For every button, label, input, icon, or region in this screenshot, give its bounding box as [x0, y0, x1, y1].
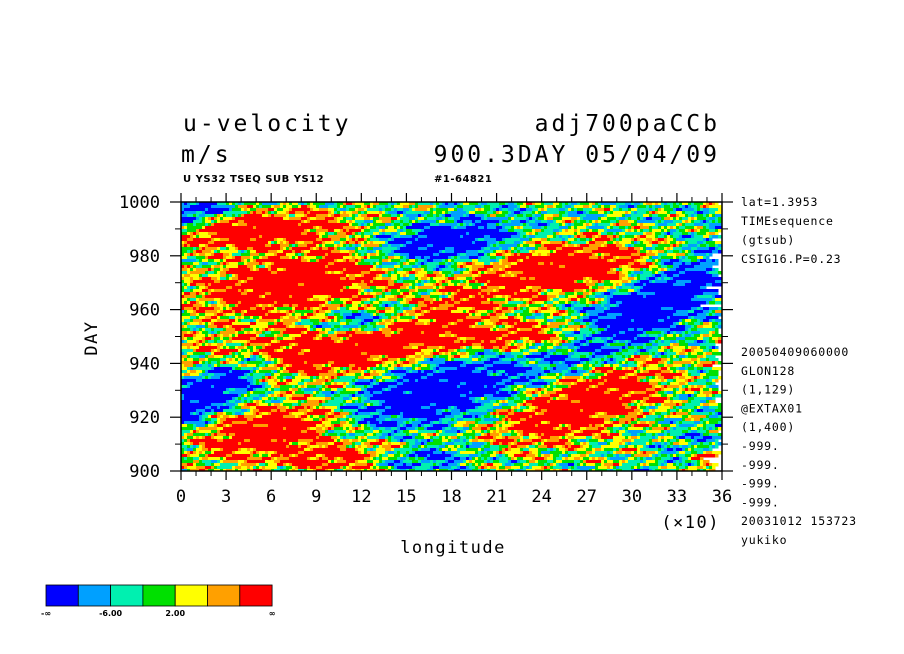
side-info-line: -999. — [741, 439, 780, 453]
side-info-line: CSIG16.P=0.23 — [741, 252, 841, 266]
side-info-bottom: 20050409060000 GLON128 (1,129) @EXTAX01 (1,4… — [741, 345, 857, 547]
x-tick-label: 0 — [176, 487, 186, 507]
side-info-line: -999. — [741, 495, 780, 509]
x-tick-label: 24 — [531, 487, 551, 507]
y-tick-label: 960 — [129, 301, 160, 321]
x-axis-label: longitude — [400, 538, 506, 558]
side-info-line: (1,400) — [741, 420, 795, 434]
side-info-line: (1,129) — [741, 383, 795, 397]
colorbar-swatch — [142, 584, 176, 607]
units-label: m/s — [181, 142, 232, 168]
time-info: 900.3DAY 05/04/09 — [434, 142, 720, 168]
chart-title: u-velocity — [183, 111, 351, 137]
x-tick-label: 18 — [441, 487, 461, 507]
x-tick-label: 33 — [667, 487, 687, 507]
x-axis: 0 3 6 9 12 15 18 21 24 27 30 33 36 — [176, 193, 732, 507]
x-tick-label: 9 — [311, 487, 321, 507]
y-axis-label: DAY — [82, 320, 102, 355]
colorbar-label: ∞ — [269, 609, 276, 618]
colorbar-label: -∞ — [41, 609, 51, 618]
y-tick-label: 1000 — [119, 193, 160, 213]
experiment-name: adj700paCCb — [535, 111, 720, 137]
y-tick-label: 920 — [129, 408, 160, 428]
colorbar-label: -6.00 — [99, 609, 122, 618]
x-multiplier-label: (×10) — [661, 513, 720, 533]
x-tick-label: 30 — [622, 487, 642, 507]
side-info-line: lat=1.3953 — [741, 195, 818, 209]
x-tick-label: 12 — [351, 487, 371, 507]
colorbar-label: 2.00 — [165, 609, 185, 618]
side-info-line: (gtsub) — [741, 233, 795, 247]
side-info-line: @EXTAX01 — [741, 401, 803, 415]
colorbar-swatch — [77, 584, 112, 607]
colorbar-swatch — [207, 584, 241, 607]
side-info-line: GLON128 — [741, 364, 795, 378]
side-info-line: yukiko — [741, 533, 787, 547]
y-tick-label: 980 — [129, 247, 160, 267]
y-axis: 900 920 940 960 980 1000 — [119, 193, 733, 482]
side-info-line: -999. — [741, 458, 780, 472]
x-tick-label: 3 — [221, 487, 231, 507]
colorbar-swatch — [45, 584, 79, 607]
side-info-line: 20050409060000 — [741, 345, 849, 359]
colorbar-swatch — [110, 584, 144, 607]
colorbar: -∞ -6.00 2.00 ∞ — [41, 584, 276, 618]
heatmap-field — [181, 202, 722, 471]
colorbar-swatch — [239, 584, 273, 607]
x-tick-label: 15 — [396, 487, 416, 507]
colorbar-swatch — [174, 584, 208, 607]
y-tick-label: 940 — [129, 354, 160, 374]
side-info-line: 20031012 153723 — [741, 514, 857, 528]
side-info-line: TIMEsequence — [741, 214, 834, 228]
x-tick-label: 36 — [712, 487, 732, 507]
x-tick-label: 21 — [486, 487, 506, 507]
subtitle-right: #1-64821 — [434, 174, 492, 185]
x-tick-label: 27 — [577, 487, 597, 507]
side-info-top: lat=1.3953 TIMEsequence (gtsub) CSIG16.P=0.… — [741, 195, 841, 266]
x-tick-label: 6 — [266, 487, 276, 507]
subtitle-left: U YS32 TSEQ SUB YS12 — [183, 174, 324, 185]
side-info-line: -999. — [741, 477, 780, 491]
y-tick-label: 900 — [129, 462, 160, 482]
